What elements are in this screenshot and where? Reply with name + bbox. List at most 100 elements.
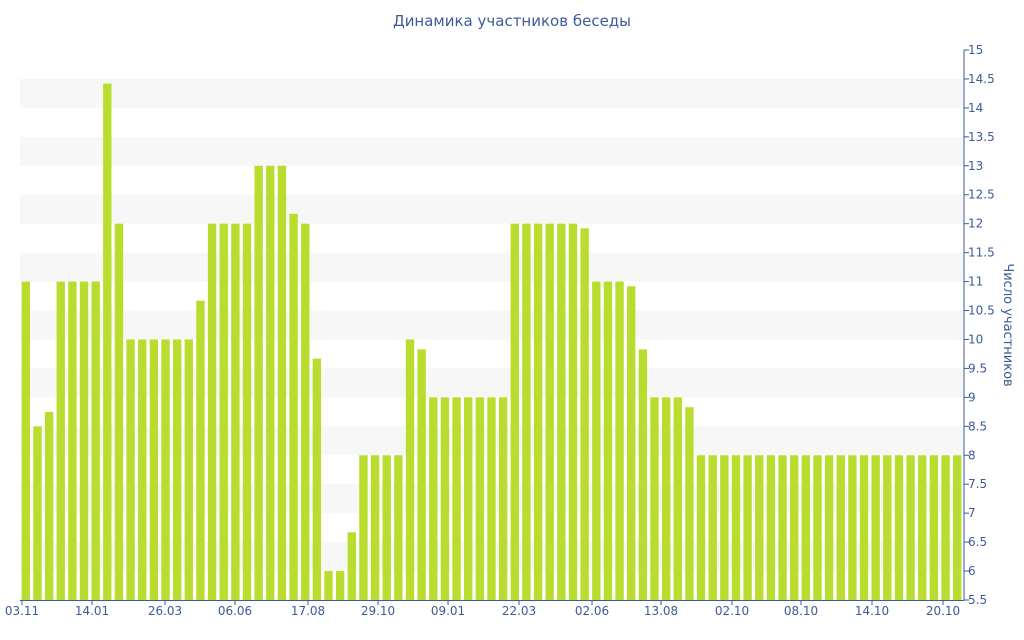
y-tick-label: 14 [968, 101, 983, 115]
x-tick-label: 20.10 [926, 604, 960, 618]
bar [708, 455, 717, 600]
bar [114, 223, 124, 600]
bar [301, 223, 310, 600]
bar [172, 339, 182, 600]
bar [68, 281, 77, 600]
bar [731, 455, 741, 600]
y-tick-label: 13 [968, 159, 983, 173]
bar [685, 407, 694, 600]
bar [720, 455, 729, 600]
x-tick-label: 14.01 [75, 604, 109, 618]
y-tick-label: 11 [968, 275, 983, 289]
bar [254, 165, 263, 601]
bar [324, 571, 333, 600]
bars [21, 83, 962, 601]
y-tick-label: 10 [968, 332, 983, 346]
bar [871, 455, 880, 600]
grid-band [20, 136, 963, 166]
bar [417, 349, 426, 600]
y-tick-label: 8.5 [968, 419, 987, 433]
bar [91, 281, 100, 600]
bar [277, 165, 287, 601]
bar [231, 223, 240, 600]
bar [394, 455, 403, 600]
bar [790, 455, 799, 600]
y-tick-label: 12 [968, 217, 983, 231]
bar [603, 281, 613, 600]
grid-band [20, 78, 963, 108]
bar [138, 339, 147, 600]
bar [464, 397, 473, 600]
bar [848, 455, 857, 600]
bar [661, 397, 671, 600]
bar [452, 397, 461, 600]
bar [952, 455, 962, 600]
bar [207, 223, 217, 600]
bar [918, 455, 927, 600]
bar [883, 455, 892, 600]
bar [696, 455, 706, 600]
y-axis-title: Число участников [1000, 263, 1015, 386]
x-tick-label: 14.10 [855, 604, 889, 618]
bar [638, 349, 648, 600]
bar [44, 411, 54, 600]
bar [824, 455, 834, 600]
x-tick-label: 06.06 [218, 604, 252, 618]
bar [673, 397, 682, 600]
bar [335, 571, 345, 600]
bar [289, 213, 298, 600]
bar [650, 397, 659, 600]
x-tick-label: 22.03 [502, 604, 536, 618]
bar [755, 455, 764, 600]
bar [184, 339, 193, 600]
bar [440, 397, 450, 600]
bar [382, 455, 391, 600]
bar [906, 455, 915, 600]
bar [941, 455, 950, 600]
x-axis: 03.11 14.01 26.03 06.06 17.08 29.10 09.01 22.03… [5, 600, 964, 618]
y-axis: 5.5 6 6.5 7 7.5 8 8.5 9 9.5 10 10.5 11 11.5 12 12.5 13 1… [963, 43, 995, 607]
bar [580, 228, 589, 600]
x-tick-label: 08.10 [784, 604, 818, 618]
bar [836, 455, 845, 600]
bar [929, 455, 939, 600]
y-tick-label: 9.5 [968, 361, 987, 375]
y-tick-label: 7.5 [968, 477, 987, 491]
bar [894, 455, 904, 600]
bar [429, 397, 438, 600]
bar [149, 339, 159, 600]
bar [522, 223, 531, 600]
bar [79, 281, 89, 600]
y-tick-label: 6.5 [968, 535, 987, 549]
chart-title: Динамика участников беседы [392, 12, 632, 30]
bar [242, 223, 252, 600]
bar [592, 281, 601, 600]
y-tick-label: 8 [968, 448, 976, 462]
bar [627, 286, 636, 600]
y-tick-label: 10.5 [968, 304, 995, 318]
bar [103, 83, 112, 600]
y-tick-label: 13.5 [968, 130, 995, 144]
bar [312, 358, 322, 600]
y-tick-label: 9 [968, 390, 976, 404]
grid-band [20, 252, 963, 282]
x-tick-label: 02.06 [575, 604, 609, 618]
bar [347, 532, 356, 600]
bar [498, 397, 508, 600]
bar [359, 455, 368, 600]
grid-band [20, 194, 963, 224]
bar [557, 223, 566, 600]
bar [56, 281, 65, 600]
y-tick-label: 12.5 [968, 188, 995, 202]
bar [778, 455, 787, 600]
bar [21, 281, 31, 600]
bar [370, 455, 380, 600]
bar [859, 455, 869, 600]
bar [196, 300, 205, 600]
bar [533, 223, 543, 600]
bar [743, 455, 752, 600]
y-tick-label: 7 [968, 506, 976, 520]
bar [126, 339, 135, 600]
x-tick-label: 29.10 [361, 604, 395, 618]
